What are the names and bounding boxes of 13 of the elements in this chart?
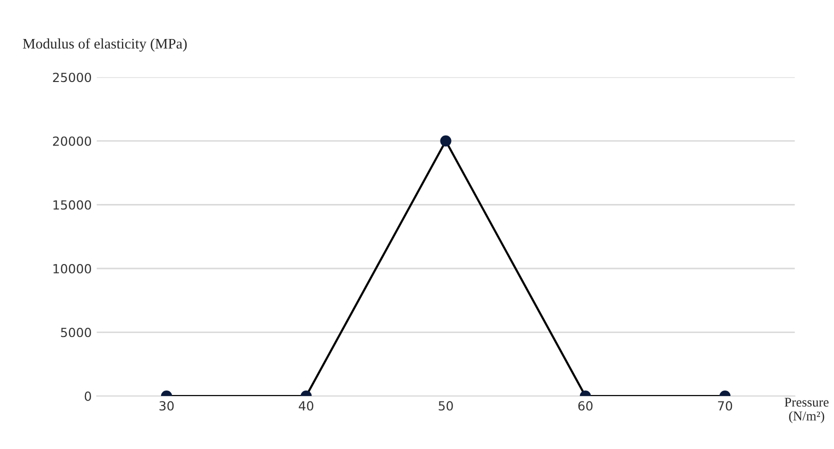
x-tick-label: 50 [438, 401, 453, 411]
x-tick-label: 70 [718, 401, 732, 411]
y-tick-label: 0 [84, 391, 92, 401]
x-tick-label: 30 [160, 401, 174, 411]
y-tick-label: 20000 [53, 136, 92, 146]
y-axis-title: Modulus of elasticity (MPa) [22, 38, 187, 52]
x-axis-title: Pressure (N/m²) [784, 398, 829, 424]
x-tick-label: 40 [298, 401, 314, 411]
y-tick-label: 10000 [53, 264, 92, 274]
y-tick-label: 5000 [61, 328, 92, 338]
x-tick-label: 60 [578, 401, 593, 411]
y-tick-label: 25000 [53, 72, 92, 82]
y-tick-label: 15000 [53, 200, 92, 210]
